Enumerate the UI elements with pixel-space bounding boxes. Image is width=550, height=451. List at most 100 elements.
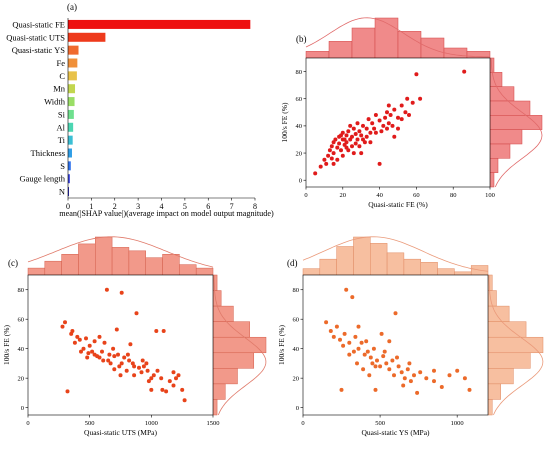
panel-b-data-point — [377, 118, 382, 123]
panel-d-right-hist-bar — [487, 305, 510, 322]
panel-b-data-point — [390, 123, 395, 128]
panel-c-x-tick-label: 1000 — [145, 420, 158, 427]
panel-a-category-label: C — [59, 71, 65, 81]
panel-b-data-point — [410, 100, 415, 105]
panel-c-top-hist-bar — [162, 254, 180, 276]
panel-b-x-tick-label: 100 — [485, 192, 495, 199]
panel-b-data-point — [373, 130, 378, 135]
panel-b-data-point — [379, 129, 384, 134]
panel-d-data-point — [407, 361, 412, 366]
panel-c-data-point — [101, 358, 106, 363]
panel-b-data-point — [462, 69, 467, 74]
panel-b-data-point — [392, 134, 397, 139]
panel-b-x-tick-label: 0 — [304, 192, 307, 199]
panel-b-y-axis-label: 100/s FE (%) — [280, 102, 289, 143]
panel-c-x-tick-label: 500 — [85, 420, 95, 427]
panel-b-data-point — [383, 115, 388, 120]
panel-b-data-point — [386, 121, 391, 126]
panel-b-data-point — [361, 137, 365, 142]
panel-c-data-point — [128, 342, 133, 347]
panel-a-category-label: Mn — [53, 84, 66, 94]
panel-b-data-point — [414, 72, 419, 77]
panel-d-data-point — [339, 387, 344, 392]
panel-d-data-point — [439, 385, 444, 389]
panel-c-data-point — [160, 387, 165, 392]
panel-d-data-point — [338, 337, 342, 342]
panel-c-data-point — [116, 352, 120, 357]
panel-b-x-tick-label: 40 — [376, 192, 383, 199]
panel-b-data-point — [361, 123, 365, 128]
panel-d-top-hist-bar — [420, 262, 438, 276]
panel-c-data-point — [60, 324, 65, 329]
panel-a-x-tick-label: 7 — [230, 202, 234, 211]
panel-b-data-point — [333, 137, 338, 142]
panel-b-data-point — [313, 171, 318, 176]
panel-c-data-point — [111, 346, 116, 351]
panel-c-top-hist-bar — [95, 236, 113, 276]
panel-d-x-tick-label: 0 — [301, 420, 304, 427]
panel-a-bar — [68, 97, 75, 107]
panel-b-data-point — [346, 148, 351, 153]
panel-c-y-tick-label: 0 — [21, 405, 24, 412]
panel-b-data-point — [407, 113, 411, 117]
panel-d-data-point — [344, 287, 349, 292]
panel-d-top-hist-bar — [437, 268, 455, 276]
panel-d-data-point — [347, 352, 352, 357]
panel-d-data-point — [382, 349, 387, 354]
panel-c-right-hist-bar — [212, 305, 234, 322]
panel-b-top-hist-bar — [351, 27, 376, 59]
panel-d-data-point — [375, 358, 379, 363]
panel-b-data-point — [350, 144, 354, 149]
panel-d-right-hist-bar — [487, 290, 497, 307]
panel-b-right-density-curve — [490, 57, 543, 188]
panel-b-y-tick-label: 60 — [296, 96, 303, 103]
panel-c-top-hist-bar — [78, 243, 96, 276]
panel-b-top-hist-bar — [397, 31, 422, 59]
panel-b-data-point — [351, 151, 356, 156]
panel-d-data-point — [384, 361, 389, 366]
panel-c-data-point — [146, 379, 151, 384]
panel-d-data-point — [392, 373, 396, 378]
panel-d-data-point — [373, 364, 378, 369]
panel-b-data-point — [373, 113, 378, 117]
panel-b-data-point — [318, 164, 323, 169]
panel-c-top-hist-bar — [195, 267, 214, 276]
panel-a-bar — [68, 19, 251, 29]
panel-c-data-point — [167, 379, 172, 384]
panel-b-y-tick-label: 20 — [296, 150, 303, 157]
panel-d-right-hist-bar — [487, 321, 527, 338]
panel-b-data-point — [386, 103, 391, 108]
panel-b-y-tick-label: 40 — [296, 123, 303, 130]
panel-b-data-point — [327, 148, 332, 153]
panel-d-data-point — [361, 367, 366, 372]
panel-a: (a)Quasi-static FE Quasi-static UTS Quasi-… — [6, 2, 274, 218]
panel-c-data-point — [139, 370, 144, 375]
panel-b-data-point — [381, 123, 386, 128]
panel-b-data-point — [399, 103, 404, 108]
panel-d-data-point — [424, 376, 429, 381]
panel-c-data-point — [112, 354, 117, 359]
panel-c-data-point — [145, 368, 150, 373]
panel-b-data-point — [350, 134, 354, 139]
panel-c-data-point — [70, 329, 75, 333]
panel-b-data-point — [340, 153, 345, 158]
panel-d: (d) 0 500 1000 0 20 40 60 80 Quasi-static YS (MPa… — [277, 236, 544, 437]
panel-b-data-point — [324, 161, 329, 166]
panel-c: (c) 0 500 1000 1500 0 20 40 60 80 Quasi-static UTS… — [2, 236, 267, 437]
panel-a-x-tick-label: 6 — [206, 202, 210, 211]
panel-c-data-point — [104, 287, 109, 292]
panel-a-x-axis-label: mean(|SHAP value|)(average impact on mod… — [59, 209, 274, 218]
panel-c-data-point — [117, 364, 122, 369]
panel-b-data-point — [377, 161, 382, 166]
panel-b-data-point — [366, 117, 371, 122]
panel-c-data-point — [149, 387, 154, 392]
panel-b-data-point — [344, 133, 349, 138]
panel-c-top-density-curve — [27, 236, 214, 268]
panel-d-data-point — [370, 361, 375, 366]
panel-b-data-point — [351, 126, 356, 131]
panel-a-category-label: Al — [57, 122, 66, 132]
panel-d-data-point — [402, 376, 407, 381]
panel-d-right-density-curve — [488, 275, 544, 416]
panel-c-data-point — [119, 290, 124, 295]
panel-b-data-point — [392, 107, 397, 112]
